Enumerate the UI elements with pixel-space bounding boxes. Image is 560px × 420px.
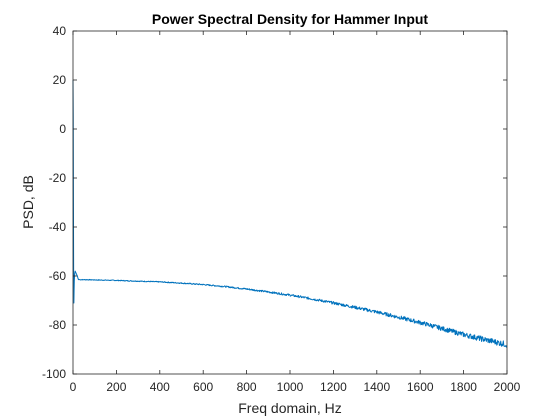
x-tick-label: 800	[237, 380, 257, 394]
x-axis-label: Freq domain, Hz	[238, 400, 341, 416]
y-axis-label: PSD, dB	[20, 175, 36, 229]
x-tick-label: 600	[193, 380, 213, 394]
plot-area	[73, 31, 507, 374]
x-tick-label: 2000	[494, 380, 521, 394]
x-tick-label: 1200	[320, 380, 347, 394]
x-ticks: 0 200 400 600 800 1000 1200 1400 1600 1800 2000	[70, 31, 521, 394]
y-tick-label: 0	[59, 122, 66, 136]
x-tick-label: 1600	[407, 380, 434, 394]
y-tick-label: 20	[53, 73, 67, 87]
x-tick-label: 1000	[277, 380, 304, 394]
y-tick-label: -40	[49, 220, 67, 234]
series-layer	[72, 79, 508, 348]
x-tick-label: 1400	[363, 380, 390, 394]
chart-title: Power Spectral Density for Hammer Input	[152, 11, 429, 27]
y-tick-label: -20	[49, 171, 67, 185]
x-tick-label: 1800	[450, 380, 477, 394]
x-tick-label: 0	[70, 380, 77, 394]
y-tick-label: -80	[49, 318, 67, 332]
y-tick-label: 40	[53, 24, 67, 38]
y-tick-label: -100	[42, 367, 66, 381]
y-tick-label: -60	[49, 269, 67, 283]
y-ticks: -100 -80 -60 -40 -20 0 20 40	[42, 24, 507, 381]
psd-series-line	[72, 79, 508, 348]
x-tick-label: 400	[150, 380, 170, 394]
x-tick-label: 200	[106, 380, 126, 394]
